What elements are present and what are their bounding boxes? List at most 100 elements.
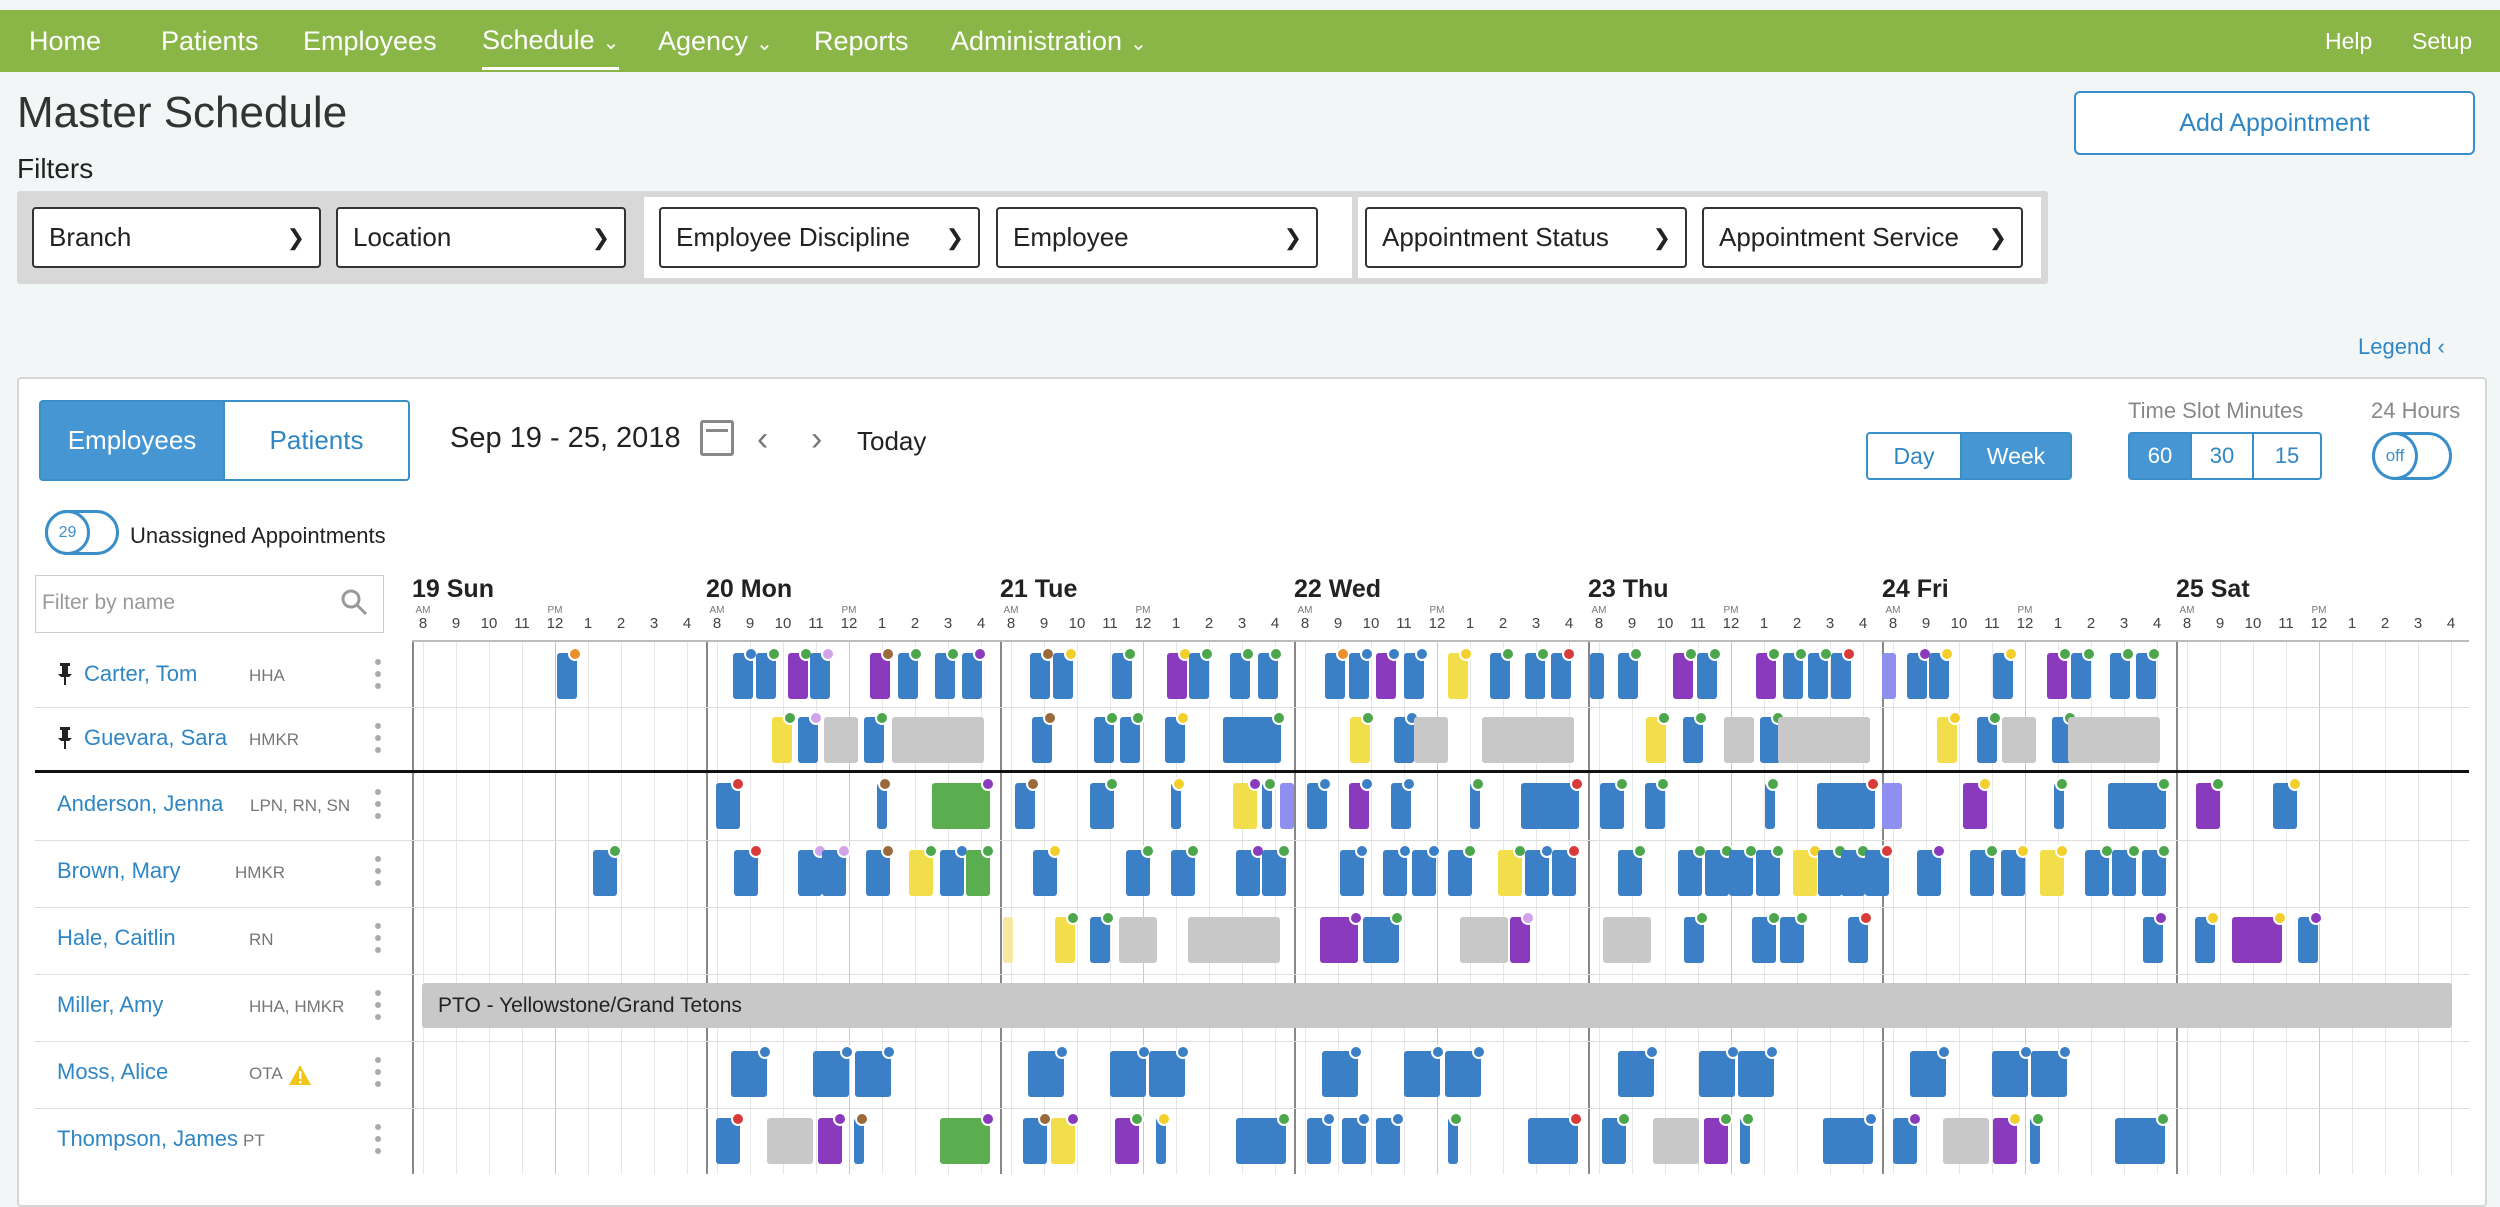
appointment-block[interactable] — [1320, 917, 1358, 963]
appointment-block[interactable] — [962, 653, 982, 699]
appointment-block[interactable] — [1697, 653, 1717, 699]
appointment-block[interactable] — [731, 1051, 767, 1097]
week-view-button[interactable]: Week — [1960, 432, 2072, 480]
appointment-block[interactable] — [2136, 653, 2156, 699]
appointment-block[interactable] — [1756, 653, 1776, 699]
appointment-block[interactable] — [2071, 653, 2091, 699]
appointment-block[interactable] — [2298, 917, 2318, 963]
kebab-icon[interactable] — [375, 723, 381, 759]
appointment-block[interactable] — [1590, 653, 1604, 699]
appointment-block[interactable] — [1165, 717, 1185, 763]
appointment-block[interactable] — [1765, 783, 1775, 829]
appointment-block[interactable] — [1262, 783, 1272, 829]
appointment-block[interactable] — [1470, 783, 1480, 829]
appointment-block[interactable] — [1167, 653, 1187, 699]
appointment-block[interactable] — [1448, 653, 1468, 699]
appointment-block[interactable] — [813, 1051, 849, 1097]
calendar-icon[interactable] — [700, 420, 734, 456]
appointment-block[interactable] — [2232, 917, 2282, 963]
chevron-right-icon[interactable]: › — [811, 420, 823, 458]
appointment-block[interactable] — [2108, 783, 2166, 829]
appointment-block[interactable] — [1149, 1051, 1185, 1097]
appointment-block[interactable] — [1230, 653, 1250, 699]
appointment-block[interactable] — [1910, 1051, 1946, 1097]
appointment-block[interactable] — [756, 653, 776, 699]
appointment-block[interactable] — [1817, 783, 1875, 829]
appointment-block[interactable] — [1783, 653, 1803, 699]
appointment-block[interactable] — [1482, 717, 1574, 763]
appointment-block[interactable] — [940, 1118, 990, 1164]
appointment-block[interactable] — [1907, 653, 1927, 699]
pin-icon[interactable] — [56, 726, 74, 750]
time-slot-60-button[interactable]: 60 — [2128, 432, 2192, 480]
appointment-block[interactable] — [1490, 653, 1510, 699]
time-slot-15-button[interactable]: 15 — [2252, 432, 2322, 480]
appointment-block[interactable] — [1032, 717, 1052, 763]
appointment-block[interactable] — [798, 717, 818, 763]
appointment-block[interactable] — [1414, 717, 1448, 763]
tab-employees[interactable]: Employees — [39, 400, 225, 481]
appointment-block[interactable] — [810, 653, 830, 699]
appointment-block[interactable] — [1404, 1051, 1440, 1097]
appointment-service-filter[interactable]: Appointment Service ❯ — [1702, 207, 2023, 268]
appointment-block[interactable] — [1055, 917, 1075, 963]
appointment-block[interactable] — [1684, 917, 1704, 963]
appointment-block[interactable] — [898, 653, 918, 699]
appointment-block[interactable] — [1110, 1051, 1146, 1097]
appointment-block[interactable] — [2054, 783, 2064, 829]
employee-discipline-filter[interactable]: Employee Discipline ❯ — [659, 207, 980, 268]
appointment-block[interactable] — [1929, 653, 1949, 699]
appointment-block[interactable] — [1188, 917, 1280, 963]
appointment-block[interactable] — [733, 653, 753, 699]
time-slot-30-button[interactable]: 30 — [2190, 432, 2254, 480]
appointment-block[interactable] — [1460, 917, 1508, 963]
appointment-block[interactable] — [1322, 1051, 1358, 1097]
location-filter[interactable]: Location ❯ — [336, 207, 626, 268]
appointment-block[interactable] — [1937, 717, 1957, 763]
nav-agency[interactable]: Agency ⌄ — [658, 10, 773, 72]
kebab-icon[interactable] — [375, 990, 381, 1026]
employee-name-link[interactable]: Brown, Mary — [57, 858, 181, 883]
appointment-block[interactable] — [1189, 653, 1209, 699]
appointment-block[interactable] — [1171, 783, 1181, 829]
chevron-left-icon[interactable]: ‹ — [757, 420, 769, 458]
appointment-block[interactable] — [1090, 917, 1110, 963]
appointment-status-filter[interactable]: Appointment Status ❯ — [1365, 207, 1687, 268]
appointment-block[interactable] — [854, 1118, 864, 1164]
appointment-block[interactable] — [1053, 653, 1073, 699]
appointment-block[interactable] — [1363, 917, 1399, 963]
employee-name-link[interactable]: Carter, Tom — [84, 661, 198, 686]
employee-name-link[interactable]: Moss, Alice — [57, 1059, 169, 1084]
appointment-block[interactable] — [2143, 917, 2163, 963]
appointment-block[interactable] — [1445, 1051, 1481, 1097]
appointment-block[interactable] — [2052, 717, 2072, 763]
appointment-block[interactable] — [1760, 717, 1780, 763]
appointment-block[interactable] — [1977, 717, 1997, 763]
appointment-block[interactable] — [1831, 653, 1851, 699]
today-button[interactable]: Today — [857, 426, 927, 456]
appointment-block[interactable] — [1738, 1051, 1774, 1097]
kebab-icon[interactable] — [375, 856, 381, 892]
kebab-icon[interactable] — [375, 1057, 381, 1093]
appointment-block[interactable] — [877, 783, 887, 829]
appointment-block[interactable] — [1778, 717, 1870, 763]
appointment-block[interactable] — [1551, 653, 1571, 699]
nav-setup[interactable]: Setup — [2412, 28, 2473, 54]
appointment-block[interactable] — [2047, 653, 2067, 699]
employee-name-link[interactable]: Anderson, Jenna — [57, 791, 224, 816]
appointment-block[interactable] — [1094, 717, 1114, 763]
appointment-block[interactable] — [1350, 717, 1370, 763]
tab-patients[interactable]: Patients — [223, 400, 410, 481]
appointment-block[interactable] — [1376, 653, 1396, 699]
appointment-block[interactable] — [1699, 1051, 1735, 1097]
appointment-block[interactable] — [1280, 783, 1294, 829]
appointment-block[interactable] — [1882, 783, 1902, 829]
appointment-block[interactable] — [1645, 783, 1665, 829]
appointment-block[interactable] — [1618, 653, 1638, 699]
pin-icon[interactable] — [56, 662, 74, 686]
appointment-block[interactable] — [1603, 917, 1651, 963]
appointment-block[interactable] — [2002, 717, 2036, 763]
appointment-block[interactable] — [935, 653, 955, 699]
appointment-block[interactable] — [1993, 653, 2013, 699]
appointment-block[interactable] — [1521, 783, 1579, 829]
